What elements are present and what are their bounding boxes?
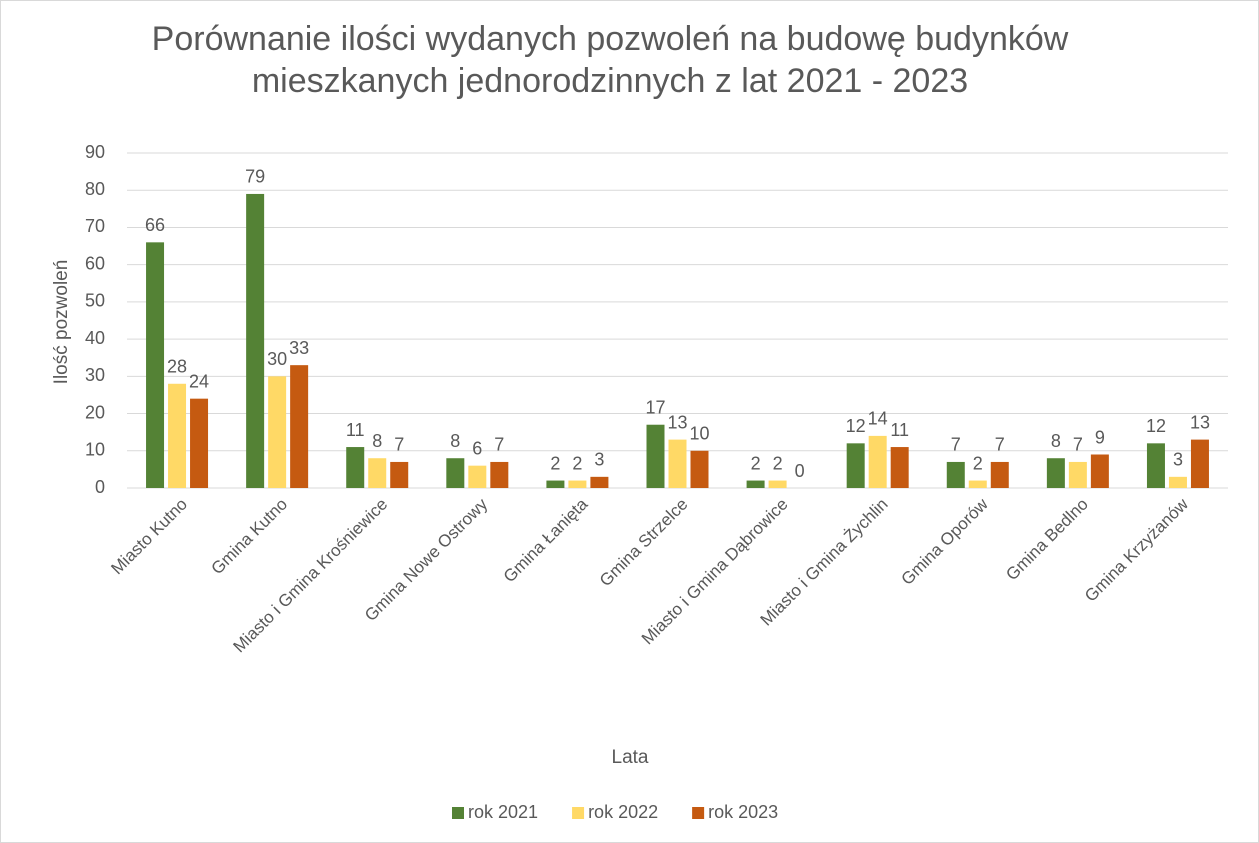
- data-label: 2: [751, 453, 761, 473]
- data-label: 6: [472, 438, 482, 458]
- data-label: 9: [1095, 427, 1105, 447]
- data-label: 8: [372, 431, 382, 451]
- bar: [368, 458, 387, 488]
- y-tick-label: 30: [85, 365, 105, 385]
- bar: [946, 461, 965, 488]
- data-label: 13: [667, 412, 687, 432]
- bar: [468, 465, 487, 488]
- data-label: 11: [890, 420, 909, 440]
- bar: [568, 480, 587, 488]
- data-label: 8: [450, 431, 460, 451]
- y-tick-label: 50: [85, 291, 105, 311]
- legend-swatch: [692, 807, 705, 819]
- data-label: 11: [346, 420, 365, 440]
- data-label: 33: [289, 338, 309, 358]
- bar: [146, 242, 165, 488]
- bar: [246, 193, 265, 488]
- bar: [1090, 454, 1109, 488]
- y-tick-label: 40: [85, 328, 105, 348]
- bar: [1168, 476, 1187, 488]
- data-label: 10: [689, 424, 709, 444]
- bar: [446, 458, 465, 488]
- legend-swatch: [452, 807, 464, 819]
- bar: [1046, 458, 1065, 488]
- legend-label: rok 2022: [588, 802, 658, 822]
- data-label: 2: [773, 453, 783, 473]
- bar: [546, 480, 565, 488]
- bar: [846, 443, 865, 488]
- y-axis-label: Ilość pozwoleń: [51, 260, 72, 385]
- data-label: 14: [868, 409, 888, 429]
- data-label: 24: [189, 371, 209, 391]
- legend-swatch: [572, 807, 585, 819]
- legend-label: rok 2023: [708, 802, 778, 822]
- y-tick-label: 20: [85, 402, 105, 422]
- bar: [768, 480, 787, 488]
- y-tick-label: 0: [95, 477, 105, 497]
- data-label: 7: [995, 435, 1005, 455]
- data-label: 7: [1073, 435, 1083, 455]
- bar: [1146, 443, 1165, 488]
- data-label: 13: [1190, 412, 1210, 432]
- bar: [646, 424, 665, 488]
- y-tick-label: 60: [85, 253, 105, 273]
- bar: [668, 439, 687, 488]
- data-label: 7: [394, 435, 404, 455]
- bar: [268, 376, 287, 488]
- bar: [1190, 439, 1209, 488]
- chart-title: Porównanie ilości wydanych pozwoleń na b…: [151, 20, 1069, 100]
- data-label: 12: [1146, 416, 1166, 436]
- bar: [346, 447, 365, 488]
- data-label: 7: [951, 435, 961, 455]
- legend-label: rok 2021: [468, 802, 538, 822]
- data-label: 17: [645, 397, 665, 417]
- y-tick-label: 10: [85, 440, 105, 460]
- data-label: 0: [795, 461, 805, 481]
- data-label: 2: [550, 453, 560, 473]
- data-label: 2: [572, 453, 582, 473]
- bar: [390, 461, 409, 488]
- data-label: 3: [594, 450, 604, 470]
- x-axis-label: Lata: [612, 747, 649, 768]
- bar: [968, 480, 987, 488]
- bar: [1068, 461, 1087, 488]
- y-tick-label: 70: [85, 216, 105, 236]
- data-label: 3: [1173, 450, 1183, 470]
- y-tick-label: 90: [85, 142, 105, 162]
- data-label: 30: [267, 349, 287, 369]
- data-label: 7: [494, 435, 504, 455]
- data-label: 8: [1051, 431, 1061, 451]
- bar: [990, 461, 1009, 488]
- bar: [590, 476, 609, 488]
- y-tick-label: 80: [85, 179, 105, 199]
- bar: [690, 450, 709, 488]
- bar: [190, 398, 209, 488]
- data-label: 28: [167, 357, 187, 377]
- data-label: 79: [245, 167, 265, 187]
- data-label: 66: [145, 215, 165, 235]
- bar: [168, 383, 187, 488]
- data-label: 12: [846, 416, 866, 436]
- bar: [890, 447, 909, 488]
- bar: [290, 365, 309, 488]
- data-label: 2: [973, 453, 983, 473]
- bar: [490, 461, 509, 488]
- bar: [868, 435, 887, 488]
- bar: [746, 480, 765, 488]
